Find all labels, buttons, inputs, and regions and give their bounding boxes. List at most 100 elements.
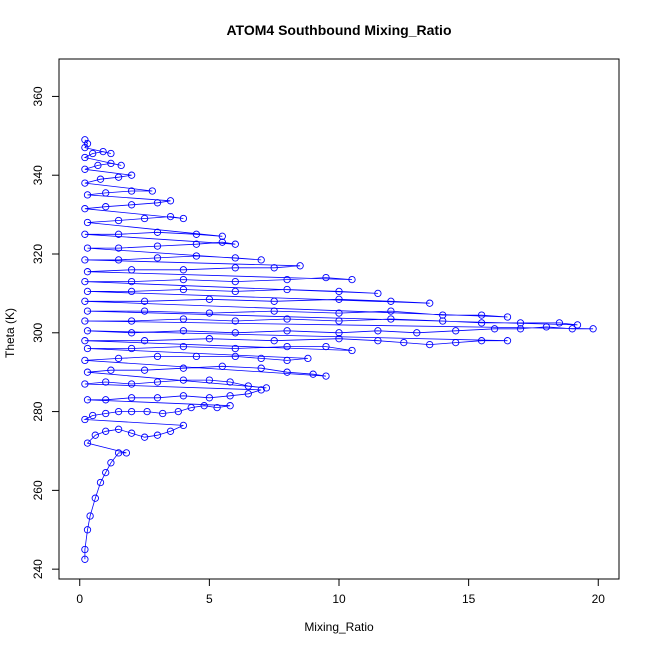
data-point <box>426 299 434 307</box>
data-point <box>107 459 115 467</box>
data-point <box>114 216 123 225</box>
data-point <box>231 287 239 296</box>
data-point <box>143 407 151 416</box>
data-point <box>166 427 175 435</box>
data-point <box>226 402 234 410</box>
chart-title: ATOM4 Southbound Mixing_Ratio <box>226 22 451 38</box>
data-point <box>244 382 252 390</box>
x-tick-label: 10 <box>332 592 346 606</box>
data-point <box>283 327 291 335</box>
data-point <box>477 337 486 345</box>
data-point <box>452 327 460 335</box>
data-point <box>218 232 226 240</box>
data-point <box>205 295 214 303</box>
data-point <box>179 327 188 335</box>
data-point <box>122 449 131 457</box>
data-point <box>153 199 162 207</box>
data-point <box>439 317 447 325</box>
data-point <box>374 337 382 345</box>
data-point <box>200 402 208 410</box>
data-point <box>81 277 89 286</box>
y-tick-label: 300 <box>31 322 45 342</box>
data-point <box>179 266 188 274</box>
data-point <box>179 376 188 384</box>
x-tick-label: 5 <box>206 592 213 606</box>
data-point <box>99 147 107 156</box>
data-point <box>91 431 99 439</box>
data-point <box>348 346 356 355</box>
data-point <box>127 344 136 353</box>
y-tick-label: 280 <box>31 401 45 421</box>
data-point <box>400 338 408 347</box>
data-point <box>83 140 92 148</box>
data-point <box>83 368 92 376</box>
data-point <box>192 240 201 248</box>
data-point <box>83 191 92 199</box>
data-point <box>140 433 149 441</box>
data-point <box>226 378 234 386</box>
data-point <box>231 254 239 262</box>
data-point <box>102 378 110 386</box>
data-point <box>477 311 486 319</box>
data-point <box>573 321 582 329</box>
data-point <box>127 407 136 416</box>
data-point <box>83 526 92 534</box>
data-point <box>322 342 330 351</box>
data-point <box>127 187 136 195</box>
data-point <box>114 407 123 416</box>
data-point <box>192 352 201 361</box>
data-point <box>81 230 89 238</box>
data-point <box>102 203 110 211</box>
data-point <box>335 317 343 325</box>
data-point <box>83 396 92 404</box>
data-point <box>490 325 499 333</box>
data-point <box>107 159 115 168</box>
data-point <box>374 327 382 335</box>
data-point <box>192 230 201 238</box>
data-point <box>83 307 92 315</box>
data-point <box>179 315 188 323</box>
data-point <box>426 340 434 349</box>
data-point <box>439 311 447 319</box>
y-tick-label: 320 <box>31 244 45 264</box>
data-point <box>309 370 317 378</box>
data-point <box>270 297 278 305</box>
data-point <box>127 394 136 402</box>
data-point <box>114 173 123 181</box>
data-point <box>140 307 149 315</box>
data-point <box>452 338 460 347</box>
data-point <box>81 545 89 554</box>
x-tick-label: 0 <box>76 592 83 606</box>
data-point <box>140 214 149 223</box>
data-point <box>270 264 278 272</box>
data-point <box>179 364 188 372</box>
data-point <box>166 197 175 205</box>
data-point <box>94 161 102 170</box>
data-point <box>257 256 265 264</box>
data-point <box>114 244 123 252</box>
data-point <box>153 352 162 361</box>
data-point <box>140 297 149 305</box>
data-point <box>335 329 343 337</box>
y-tick-label: 360 <box>31 86 45 106</box>
data-point <box>127 287 136 296</box>
data-point <box>127 277 136 286</box>
y-tick-label: 260 <box>31 480 45 500</box>
data-point <box>231 329 239 337</box>
data-point <box>187 403 195 412</box>
data-point <box>218 238 226 246</box>
data-point <box>231 240 239 248</box>
data-point <box>153 228 162 236</box>
data-point <box>257 364 265 372</box>
data-point <box>231 352 239 361</box>
data-point <box>96 175 105 183</box>
data-point <box>83 218 92 227</box>
y-tick-label: 340 <box>31 165 45 185</box>
data-point <box>213 403 221 412</box>
data-point <box>413 329 421 337</box>
data-point <box>283 368 291 376</box>
data-point <box>83 439 92 447</box>
data-point <box>262 384 271 392</box>
data-point <box>114 256 123 264</box>
data-point <box>231 277 239 286</box>
